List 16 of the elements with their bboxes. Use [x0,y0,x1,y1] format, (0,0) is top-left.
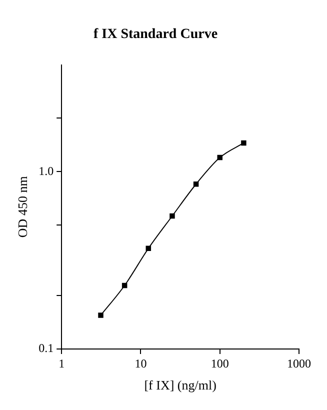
point [98,312,104,318]
chart-title: f IX Standard Curve [93,27,218,42]
x-tick-label: 100 [210,356,229,370]
point [146,246,152,252]
x-tick-label: 1000 [287,356,311,370]
y-tick-label: 0.1 [38,341,54,356]
point [122,282,128,288]
point [193,182,199,187]
y-axis-title: OD 450 nm [15,176,30,238]
x-tick-label: 1 [58,356,65,370]
point [217,154,222,160]
point [170,213,175,219]
x-tick-label: 10 [134,356,147,370]
x-axis-title: [f IX] (ng/ml) [144,378,216,393]
point [241,140,246,146]
y-tick-label: 1.0 [38,164,54,178]
